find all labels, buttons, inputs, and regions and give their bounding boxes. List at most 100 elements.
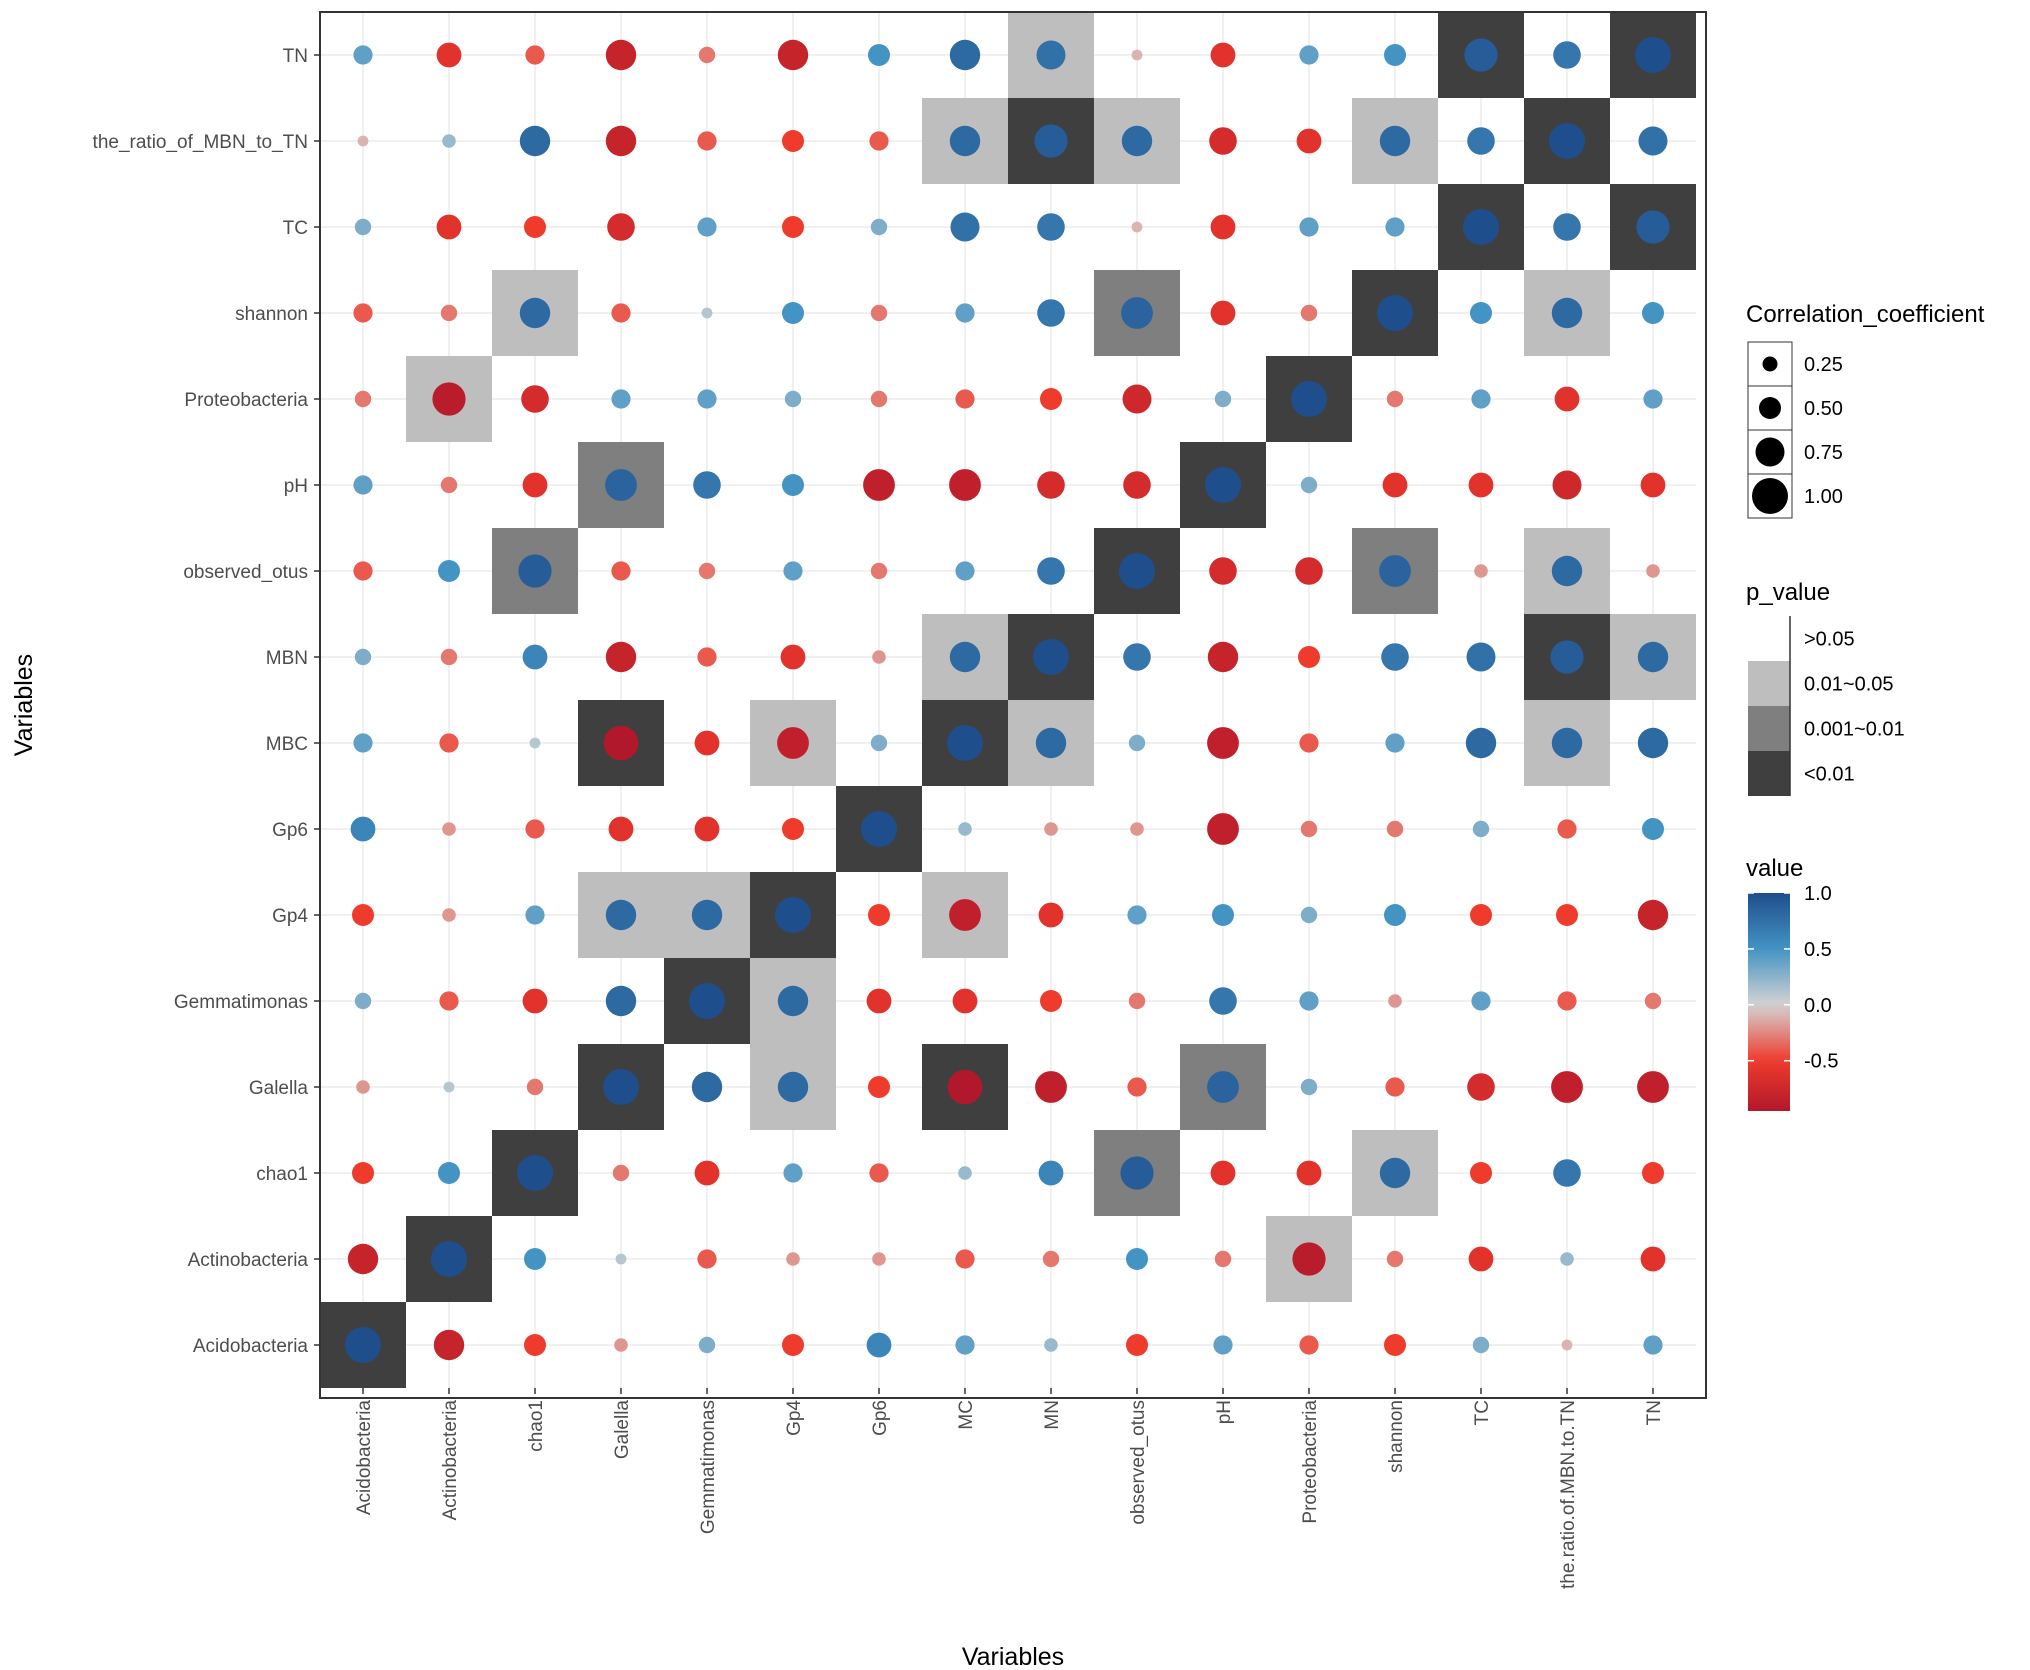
dot-TN-Acidobacteria: [1643, 1335, 1663, 1355]
dot-shannon-observed_otus: [1379, 555, 1411, 587]
legend-p-key: [1748, 751, 1790, 796]
dot-Proteobacteria-TN: [1299, 45, 1319, 65]
dot-Actinobacteria-TC: [436, 214, 462, 240]
dot-MN-observed_otus: [1037, 557, 1065, 585]
dot-TN-Actinobacteria: [1640, 1246, 1666, 1272]
dot-Proteobacteria-Gp6: [1300, 820, 1318, 838]
dot-pH-Gp6: [1207, 813, 1239, 845]
dot-TC-MBN: [1466, 642, 1496, 672]
dot-shannon-chao1: [1379, 1157, 1411, 1189]
y-tick-label: Proteobacteria: [184, 390, 308, 411]
legend-p-key: [1748, 616, 1790, 661]
dot-chao1-pH: [522, 472, 548, 498]
x-tick-label: the.ratio.of.MBN.to.TN: [1558, 1400, 1579, 1589]
dot-Proteobacteria-Gemmatimonas: [1299, 991, 1319, 1011]
dot-shannon-TC: [1385, 217, 1405, 237]
dot-TC-chao1: [1470, 1162, 1492, 1184]
dot-MN-Proteobacteria: [1040, 388, 1062, 410]
dot-Acidobacteria-observed_otus: [353, 561, 373, 581]
x-tick-label: Gp4: [784, 1400, 805, 1436]
dot-Gp4-MBN: [780, 644, 806, 670]
colorbar-tick-label: 1.0: [1804, 883, 1832, 905]
legend-size-dot: [1762, 356, 1778, 372]
dot-the.ratio.of.MBN.to.TN-Gemmatimonas: [1557, 991, 1577, 1011]
dot-Actinobacteria-Gp4: [442, 908, 456, 922]
dot-Proteobacteria-shannon: [1300, 304, 1318, 322]
dot-Gemmatimonas-shannon: [701, 307, 713, 319]
dot-Proteobacteria-the_ratio_of_MBN_to_TN: [1296, 128, 1322, 154]
dot-TC-the_ratio_of_MBN_to_TN: [1467, 127, 1495, 155]
dot-the.ratio.of.MBN.to.TN-MBC: [1551, 727, 1583, 759]
x-tick-label: Actinobacteria: [440, 1400, 461, 1521]
x-tick-label: Proteobacteria: [1300, 1400, 1321, 1524]
legend-size-dot: [1752, 478, 1788, 514]
dot-Gp4-pH: [782, 474, 804, 496]
dot-TC-Gp4: [1470, 904, 1492, 926]
legend-p-label: >0.05: [1804, 629, 1855, 651]
legend-size-dot: [1755, 437, 1785, 467]
dot-observed_otus-TN: [1131, 49, 1143, 61]
y-tick-label: Actinobacteria: [188, 1250, 309, 1271]
dot-MC-Acidobacteria: [955, 1335, 975, 1355]
dot-observed_otus-the_ratio_of_MBN_to_TN: [1121, 125, 1153, 157]
x-axis-ticks: Acidobacteria Actinobacteria chao1 Galella G…: [354, 1388, 1665, 1589]
dot-observed_otus-Gp6: [1130, 822, 1144, 836]
dot-chao1-shannon: [519, 297, 551, 329]
dot-chao1-MBN: [522, 644, 548, 670]
dot-Acidobacteria-Gp4: [352, 904, 374, 926]
dot-pH-Acidobacteria: [1213, 1335, 1233, 1355]
dot-the.ratio.of.MBN.to.TN-observed_otus: [1551, 555, 1583, 587]
dot-Gemmatimonas-pH: [693, 471, 721, 499]
dot-MC-shannon: [955, 303, 975, 323]
legend-value: value 1.0 0.5 0.0 -0.5: [1746, 855, 1838, 1111]
dot-the.ratio.of.MBN.to.TN-Gp4: [1556, 904, 1578, 926]
dot-shannon-MBN: [1381, 643, 1409, 671]
dot-Acidobacteria-shannon: [353, 303, 373, 323]
dot-TN-Proteobacteria: [1643, 389, 1663, 409]
dot-chao1-Proteobacteria: [521, 385, 549, 413]
dot-Gp6-Gp4: [868, 904, 890, 926]
dot-the.ratio.of.MBN.to.TN-MBN: [1550, 640, 1584, 674]
dot-MC-Gp6: [958, 822, 972, 836]
dot-TC-Gp6: [1472, 820, 1490, 838]
dot-shannon-TN: [1384, 44, 1406, 66]
x-tick-label: shannon: [1386, 1400, 1407, 1473]
dot-TN-MBC: [1637, 727, 1669, 759]
dot-TC-TC: [1463, 209, 1499, 245]
dot-Gp6-Acidobacteria: [866, 1332, 892, 1358]
dot-Gp4-Galella: [777, 1071, 809, 1103]
legend-p-label: 0.01~0.05: [1804, 674, 1894, 696]
dot-TN-chao1: [1642, 1162, 1664, 1184]
dot-Proteobacteria-MBN: [1298, 646, 1320, 668]
y-tick-label: Gp6: [272, 820, 308, 841]
dot-TN-Gp6: [1642, 818, 1664, 840]
x-tick-label: TN: [1644, 1400, 1665, 1425]
dot-Gp4-shannon: [782, 302, 804, 324]
dot-pH-the_ratio_of_MBN_to_TN: [1209, 127, 1237, 155]
dot-MC-Gemmatimonas: [952, 988, 978, 1014]
dot-observed_otus-Actinobacteria: [1126, 1248, 1148, 1270]
dot-Actinobacteria-MBN: [440, 648, 458, 666]
y-tick-label: the_ratio_of_MBN_to_TN: [93, 132, 308, 153]
colorbar-tick-label: -0.5: [1804, 1051, 1838, 1073]
dot-Galella-observed_otus: [611, 561, 631, 581]
dot-Gemmatimonas-TC: [697, 217, 717, 237]
dot-observed_otus-pH: [1123, 471, 1151, 499]
dot-MC-Galella: [947, 1069, 983, 1105]
y-tick-label: TC: [283, 218, 308, 239]
dot-Acidobacteria-pH: [353, 475, 373, 495]
value-colorbar: [1748, 893, 1790, 1111]
dot-Proteobacteria-Acidobacteria: [1299, 1335, 1319, 1355]
y-tick-label: MBN: [266, 648, 308, 669]
dot-observed_otus-observed_otus: [1119, 553, 1155, 589]
dot-TN-observed_otus: [1646, 564, 1660, 578]
dot-TC-shannon: [1470, 302, 1492, 324]
dot-chao1-Actinobacteria: [524, 1248, 546, 1270]
dot-Gp4-Gp4: [775, 897, 811, 933]
dot-TN-pH: [1640, 472, 1666, 498]
dot-Gemmatimonas-Galella: [691, 1071, 723, 1103]
dot-Actinobacteria-Actinobacteria: [431, 1241, 467, 1277]
dot-Acidobacteria-MBN: [354, 648, 372, 666]
dot-Gp6-TN: [868, 44, 890, 66]
